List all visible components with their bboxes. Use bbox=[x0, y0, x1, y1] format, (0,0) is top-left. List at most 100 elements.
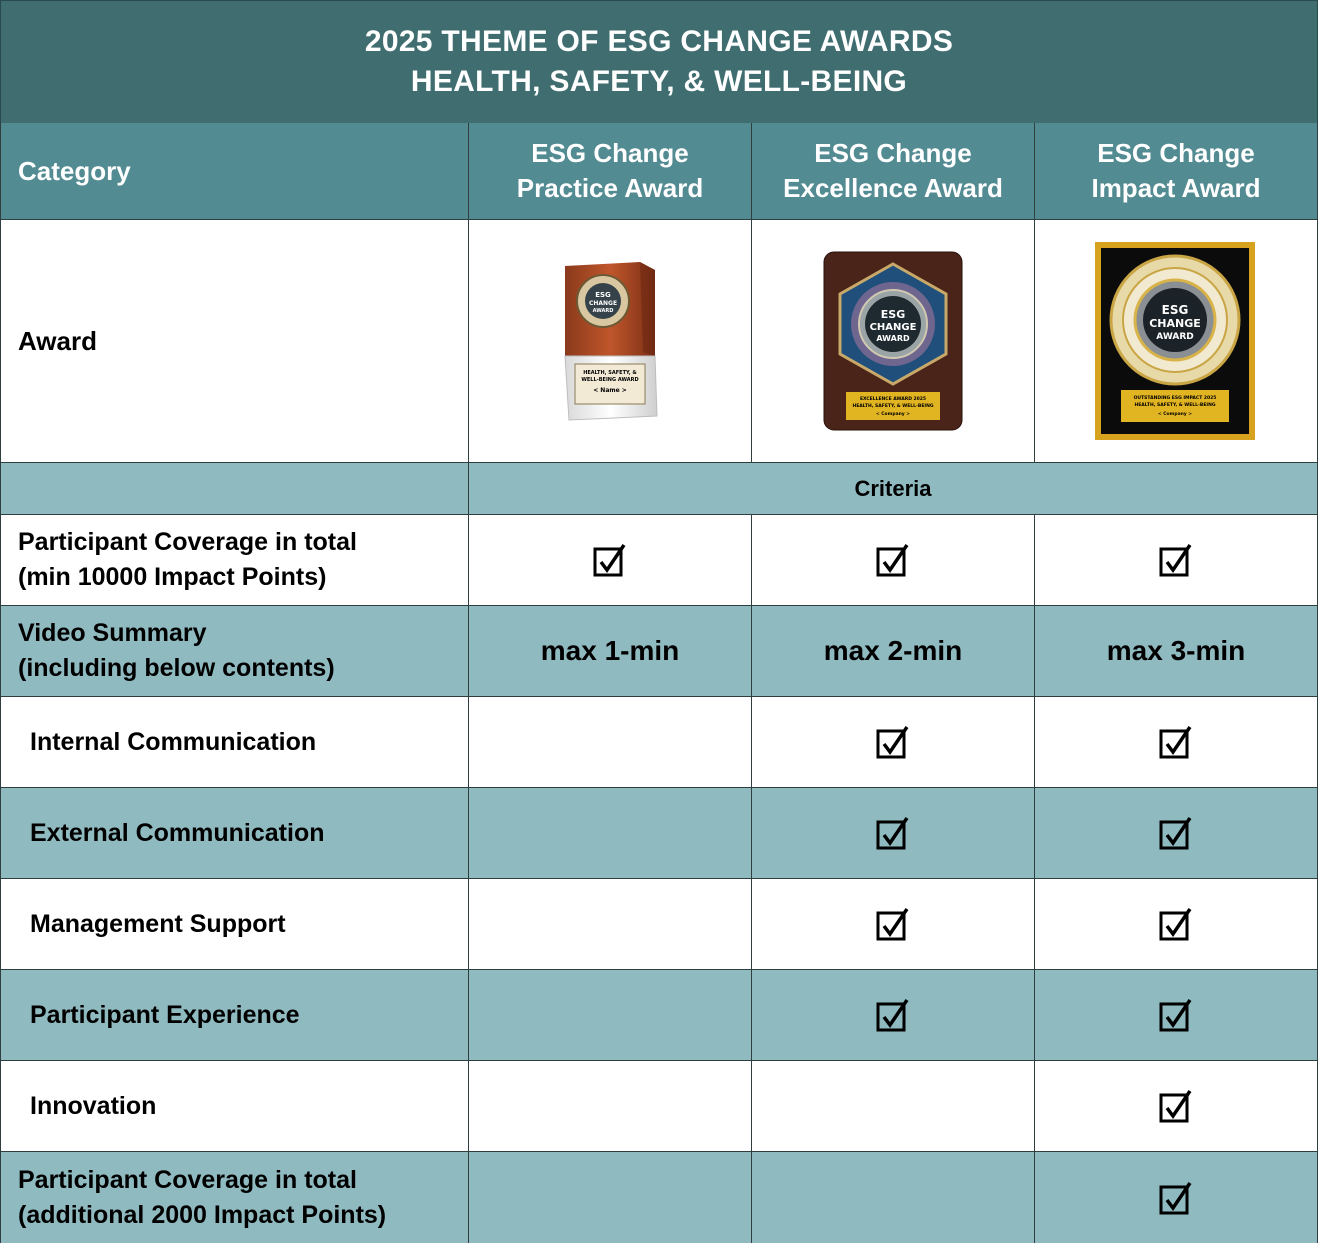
frame-plate-text: OUTSTANDING ESG IMPACT 2025 bbox=[1134, 395, 1217, 401]
row-label-line: Management Support bbox=[30, 909, 286, 938]
checkbox-checked-icon bbox=[876, 998, 910, 1032]
checkbox-checked-icon bbox=[876, 543, 910, 577]
criteria-cell bbox=[752, 879, 1035, 970]
impact-award-image: ESG CHANGE AWARD OUTSTANDING ESG IMPACT … bbox=[1035, 220, 1318, 463]
criteria-cell bbox=[1035, 788, 1318, 879]
award-row-label: Award bbox=[0, 220, 469, 463]
criteria-cell bbox=[1035, 1152, 1318, 1243]
criteria-cell-empty bbox=[752, 1061, 1035, 1152]
row-label-line: (min 10000 Impact Points) bbox=[18, 563, 327, 591]
checkbox-checked-icon bbox=[1159, 998, 1193, 1032]
criteria-heading: Criteria bbox=[469, 463, 1318, 515]
column-header-practice: ESG Change Practice Award bbox=[469, 123, 752, 220]
checkbox-checked-icon bbox=[876, 725, 910, 759]
category-header-label: Category bbox=[18, 155, 131, 186]
excellence-award-image: ESG CHANGE AWARD EXCELLENCE AWARD 2025 H… bbox=[752, 220, 1035, 463]
frame-plate-text: < Company > bbox=[1158, 411, 1192, 417]
row-label-participant-coverage-min: Participant Coverage in total (min 10000… bbox=[0, 515, 469, 606]
checkbox-checked-icon bbox=[593, 543, 627, 577]
row-label-line: External Communication bbox=[30, 818, 325, 847]
row-label-participant-experience: Participant Experience bbox=[0, 970, 469, 1061]
row-label-line: Video Summary bbox=[18, 619, 207, 647]
plaque-seal-text: AWARD bbox=[876, 334, 910, 343]
criteria-cell bbox=[1035, 515, 1318, 606]
plaque-seal-text: CHANGE bbox=[870, 322, 917, 333]
plaque-plate-text: HEALTH, SAFETY, & WELL-BEING bbox=[852, 403, 933, 409]
row-label-line: Participant Coverage in total bbox=[18, 528, 357, 556]
excellence-award-plaque-icon: ESG CHANGE AWARD EXCELLENCE AWARD 2025 H… bbox=[823, 251, 963, 431]
row-label-innovation: Innovation bbox=[0, 1061, 469, 1152]
video-duration-practice: max 1-min bbox=[469, 606, 752, 697]
row-label-participant-coverage-additional: Participant Coverage in total (additiona… bbox=[0, 1152, 469, 1243]
plaque-seal-text: ESG bbox=[881, 308, 905, 321]
checkbox-checked-icon bbox=[1159, 816, 1193, 850]
criteria-cell bbox=[752, 970, 1035, 1061]
title-line-2: HEALTH, SAFETY, & WELL-BEING bbox=[410, 65, 908, 98]
criteria-cell-empty bbox=[752, 1152, 1035, 1243]
column-header-line: ESG Change bbox=[531, 138, 689, 168]
criteria-cell-empty bbox=[469, 697, 752, 788]
checkbox-checked-icon bbox=[876, 816, 910, 850]
checkbox-checked-icon bbox=[876, 907, 910, 941]
row-label-line: Participant Coverage in total bbox=[18, 1166, 357, 1194]
title-banner: 2025 THEME OF ESG CHANGE AWARDS HEALTH, … bbox=[0, 0, 1318, 124]
criteria-cell-empty bbox=[469, 1061, 752, 1152]
awards-table: Category ESG Change Practice Award ESG C… bbox=[0, 123, 1318, 1243]
plaque-plate-text: < Company > bbox=[876, 411, 910, 417]
column-header-line: Excellence Award bbox=[783, 173, 1003, 203]
frame-seal-text: ESG bbox=[1162, 303, 1189, 317]
criteria-cell bbox=[1035, 1061, 1318, 1152]
column-header-line: ESG Change bbox=[1097, 138, 1255, 168]
row-label-line: (additional 2000 Impact Points) bbox=[18, 1201, 387, 1229]
video-duration-excellence: max 2-min bbox=[752, 606, 1035, 697]
criteria-heading-label: Criteria bbox=[854, 475, 932, 501]
trophy-seal-text: ESG bbox=[595, 291, 611, 299]
checkbox-checked-icon bbox=[1159, 543, 1193, 577]
frame-plate-text: HEALTH, SAFETY, & WELL-BEING bbox=[1134, 402, 1215, 408]
checkbox-checked-icon bbox=[1159, 907, 1193, 941]
award-label-text: Award bbox=[18, 325, 97, 356]
column-header-line: Impact Award bbox=[1091, 173, 1261, 203]
row-label-line: Participant Experience bbox=[30, 1000, 300, 1029]
criteria-cell bbox=[469, 515, 752, 606]
criteria-cell bbox=[1035, 697, 1318, 788]
trophy-plate-text: WELL-BEING AWARD bbox=[581, 377, 638, 383]
video-duration-impact: max 3-min bbox=[1035, 606, 1318, 697]
criteria-row-spacer bbox=[0, 463, 469, 515]
checkbox-checked-icon bbox=[1159, 725, 1193, 759]
frame-seal-text: CHANGE bbox=[1149, 317, 1201, 330]
plaque-plate-text: EXCELLENCE AWARD 2025 bbox=[860, 396, 926, 402]
column-header-line: ESG Change bbox=[814, 138, 972, 168]
criteria-cell-empty bbox=[469, 1152, 752, 1243]
criteria-cell bbox=[752, 697, 1035, 788]
row-label-management-support: Management Support bbox=[0, 879, 469, 970]
criteria-cell-empty bbox=[469, 970, 752, 1061]
impact-award-frame-icon: ESG CHANGE AWARD OUTSTANDING ESG IMPACT … bbox=[1095, 242, 1255, 440]
criteria-cell bbox=[752, 788, 1035, 879]
criteria-cell-empty bbox=[469, 788, 752, 879]
frame-seal-text: AWARD bbox=[1156, 332, 1193, 342]
row-label-video-summary: Video Summary (including below contents) bbox=[0, 606, 469, 697]
trophy-plate-text: HEALTH, SAFETY, & bbox=[583, 370, 637, 376]
criteria-cell bbox=[752, 515, 1035, 606]
column-header-line: Practice Award bbox=[516, 173, 704, 203]
row-label-external-communication: External Communication bbox=[0, 788, 469, 879]
row-label-line: Innovation bbox=[30, 1091, 157, 1120]
trophy-seal-text: CHANGE bbox=[589, 300, 617, 307]
column-header-excellence: ESG Change Excellence Award bbox=[752, 123, 1035, 220]
practice-award-trophy-icon: ESG CHANGE AWARD HEALTH, SAFETY, & WELL-… bbox=[564, 262, 658, 421]
criteria-cell-empty bbox=[469, 879, 752, 970]
trophy-seal-text: AWARD bbox=[593, 308, 614, 314]
criteria-cell bbox=[1035, 970, 1318, 1061]
checkbox-checked-icon bbox=[1159, 1089, 1193, 1123]
checkbox-checked-icon bbox=[1159, 1181, 1193, 1215]
row-label-line: (including below contents) bbox=[18, 654, 335, 682]
trophy-plate-text: < Name > bbox=[593, 387, 627, 394]
column-header-impact: ESG Change Impact Award bbox=[1035, 123, 1318, 220]
criteria-cell bbox=[1035, 879, 1318, 970]
practice-award-image: ESG CHANGE AWARD HEALTH, SAFETY, & WELL-… bbox=[469, 220, 752, 463]
title-line-1: 2025 THEME OF ESG CHANGE AWARDS bbox=[364, 25, 954, 58]
category-header: Category bbox=[0, 123, 469, 220]
row-label-internal-communication: Internal Communication bbox=[0, 697, 469, 788]
